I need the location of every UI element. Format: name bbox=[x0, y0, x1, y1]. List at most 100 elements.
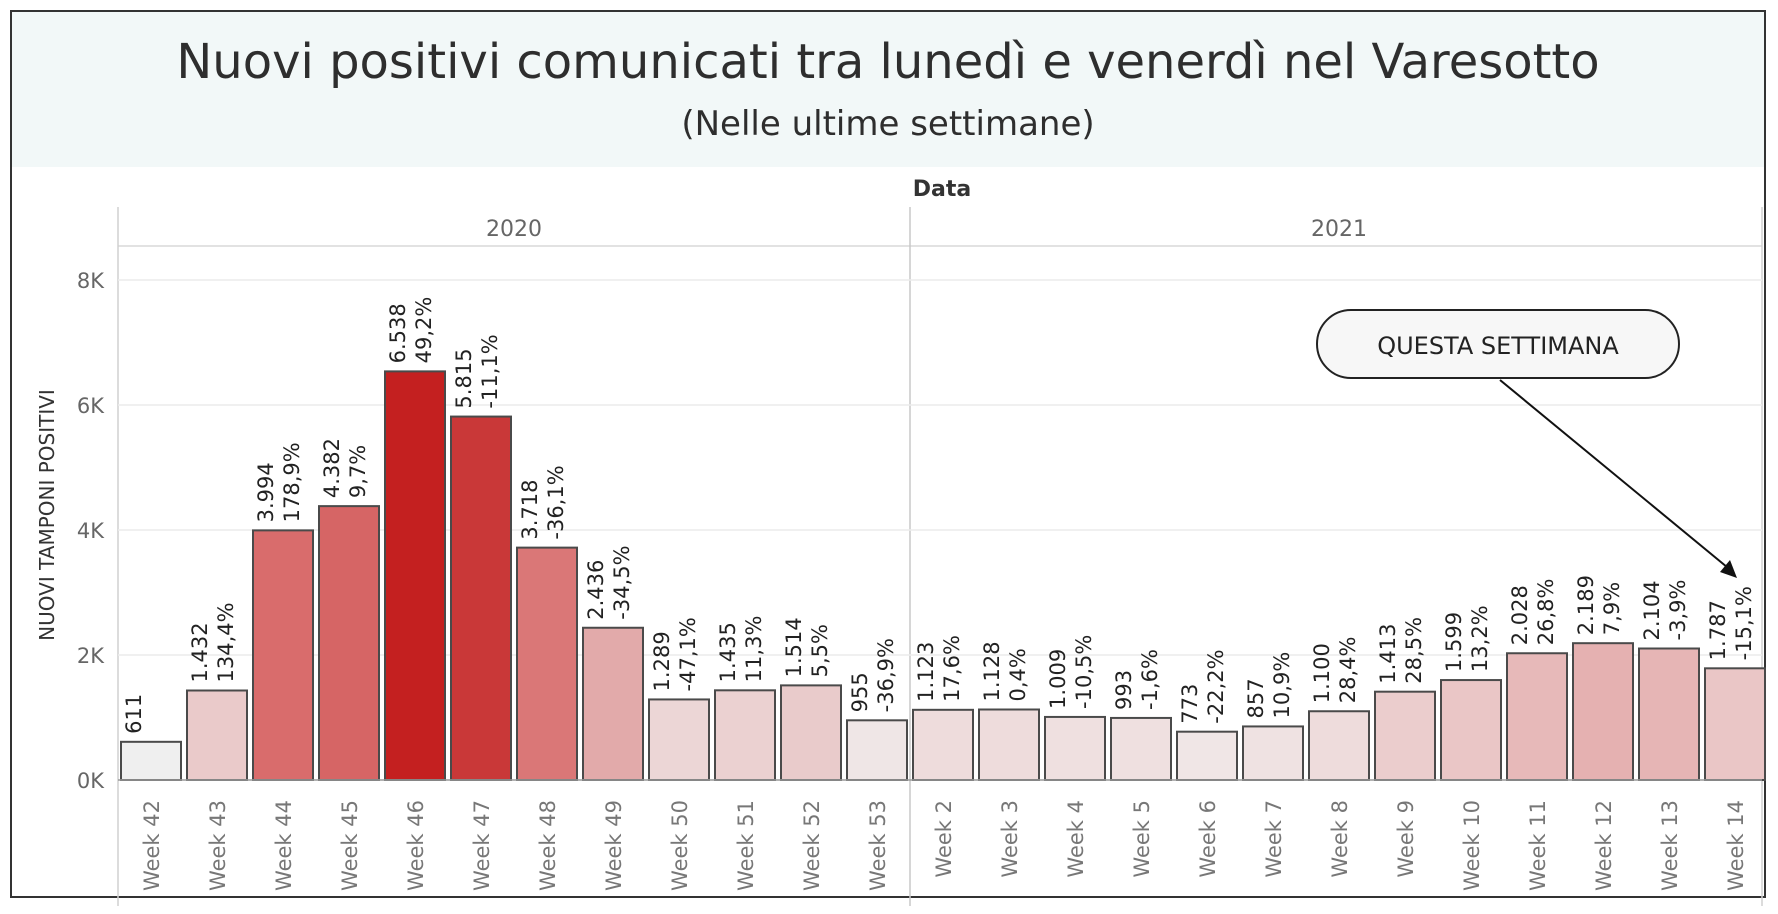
change-label: -36,1% bbox=[544, 465, 568, 539]
chart-subtitle: (Nelle ultime settimane) bbox=[681, 104, 1095, 144]
bar-week-47 bbox=[450, 415, 512, 781]
bar-week-51 bbox=[714, 689, 776, 781]
change-label: -34,5% bbox=[610, 545, 634, 619]
change-label: 7,9% bbox=[1600, 582, 1624, 635]
change-label: -15,1% bbox=[1732, 586, 1756, 660]
change-label: -11,1% bbox=[478, 334, 502, 408]
bar-week-12 bbox=[1572, 642, 1634, 781]
x-tick-label: Week 14 bbox=[1724, 800, 1748, 891]
bar-week-48 bbox=[516, 546, 578, 781]
value-label: 3.718 bbox=[518, 480, 542, 540]
bar-week-49 bbox=[582, 626, 644, 781]
value-label: 1.289 bbox=[650, 631, 674, 691]
group-label-2020: 2020 bbox=[486, 217, 542, 242]
x-tick-label: Week 45 bbox=[338, 800, 362, 891]
change-label: 134,4% bbox=[214, 602, 238, 682]
x-tick-label: Week 47 bbox=[470, 800, 494, 891]
bar-week-52 bbox=[780, 684, 842, 781]
x-tick-label: Week 12 bbox=[1592, 800, 1616, 891]
x-tick-label: Week 6 bbox=[1196, 800, 1220, 878]
value-label: 857 bbox=[1244, 678, 1268, 718]
x-tick-label: Week 52 bbox=[800, 800, 824, 891]
y-axis-title: NUOVI TAMPONI POSITIVI bbox=[35, 389, 59, 641]
x-tick-label: Week 5 bbox=[1130, 800, 1154, 878]
y-tick-label: 4K bbox=[77, 519, 105, 543]
x-tick-label: Week 9 bbox=[1394, 800, 1418, 878]
change-label: 28,4% bbox=[1336, 637, 1360, 704]
bar-week-13 bbox=[1638, 647, 1700, 781]
title-band: Nuovi positivi comunicati tra lunedì e v… bbox=[12, 12, 1764, 167]
x-tick-label: Week 49 bbox=[602, 800, 626, 891]
change-label: -3,9% bbox=[1666, 580, 1690, 641]
x-tick-label: Week 51 bbox=[734, 800, 758, 891]
value-label: 1.787 bbox=[1706, 600, 1730, 660]
x-tick-label: Week 42 bbox=[140, 800, 164, 891]
bar-week-5 bbox=[1110, 716, 1172, 781]
bar-week-42 bbox=[120, 740, 182, 781]
bar-week-53 bbox=[846, 719, 908, 781]
bar-week-45 bbox=[318, 505, 380, 781]
x-tick-label: Week 11 bbox=[1526, 800, 1550, 891]
value-label: 1.432 bbox=[188, 622, 212, 682]
change-label: 0,4% bbox=[1006, 648, 1030, 701]
value-label: 1.100 bbox=[1310, 643, 1334, 703]
bar-week-7 bbox=[1242, 725, 1304, 781]
change-label: 178,9% bbox=[280, 442, 304, 522]
y-tick-label: 0K bbox=[77, 769, 105, 793]
value-label: 2.436 bbox=[584, 560, 608, 620]
value-label: 1.435 bbox=[716, 622, 740, 682]
change-label: -22,2% bbox=[1204, 649, 1228, 723]
bar-week-10 bbox=[1440, 679, 1502, 781]
x-tick-label: Week 53 bbox=[866, 800, 890, 891]
bar-week-44 bbox=[252, 529, 314, 781]
value-label: 1.599 bbox=[1442, 612, 1466, 672]
bar-week-9 bbox=[1374, 690, 1436, 781]
value-label: 611 bbox=[122, 694, 146, 734]
change-label: 13,2% bbox=[1468, 605, 1492, 672]
change-label: 11,3% bbox=[742, 616, 766, 683]
x-tick-label: Week 4 bbox=[1064, 800, 1088, 878]
value-label: 1.514 bbox=[782, 617, 806, 677]
x-tick-label: Week 43 bbox=[206, 800, 230, 891]
column-header: Data bbox=[913, 177, 971, 202]
change-label: -36,9% bbox=[874, 638, 898, 712]
annotation-bubble bbox=[1316, 309, 1680, 379]
bar-week-46 bbox=[384, 370, 446, 781]
y-tick-label: 6K bbox=[77, 394, 105, 418]
change-label: 5,5% bbox=[808, 624, 832, 677]
chart-title: Nuovi positivi comunicati tra lunedì e v… bbox=[176, 34, 1600, 90]
annotation-leader-line bbox=[1499, 379, 1734, 573]
change-label: 28,5% bbox=[1402, 617, 1426, 684]
change-label: -1,6% bbox=[1138, 649, 1162, 710]
x-tick-label: Week 48 bbox=[536, 800, 560, 891]
change-label: -10,5% bbox=[1072, 635, 1096, 709]
value-label: 3.994 bbox=[254, 462, 278, 522]
value-label: 1.123 bbox=[914, 642, 938, 702]
change-label: 49,2% bbox=[412, 297, 436, 364]
bar-week-3 bbox=[978, 708, 1040, 781]
bar-week-2 bbox=[912, 708, 974, 781]
x-tick-label: Week 7 bbox=[1262, 800, 1286, 878]
bar-week-8 bbox=[1308, 710, 1370, 781]
bar-week-11 bbox=[1506, 652, 1568, 781]
value-label: 4.382 bbox=[320, 438, 344, 498]
change-label: -47,1% bbox=[676, 617, 700, 691]
y-tick-label: 2K bbox=[77, 644, 105, 668]
annotation-arrowhead bbox=[1720, 560, 1737, 578]
value-label: 2.104 bbox=[1640, 580, 1664, 640]
change-label: 26,8% bbox=[1534, 579, 1558, 646]
y-tick-label: 8K bbox=[77, 269, 105, 293]
bar-week-6 bbox=[1176, 730, 1238, 781]
x-tick-label: Week 13 bbox=[1658, 800, 1682, 891]
group-label-2021: 2021 bbox=[1311, 217, 1367, 242]
value-label: 955 bbox=[848, 672, 872, 712]
value-label: 5.815 bbox=[452, 348, 476, 408]
x-tick-label: Week 46 bbox=[404, 800, 428, 891]
value-label: 2.028 bbox=[1508, 585, 1532, 645]
value-label: 1.128 bbox=[980, 641, 1004, 701]
value-label: 1.413 bbox=[1376, 624, 1400, 684]
value-label: 2.189 bbox=[1574, 575, 1598, 635]
x-tick-label: Week 2 bbox=[932, 800, 956, 878]
value-label: 1.009 bbox=[1046, 649, 1070, 709]
